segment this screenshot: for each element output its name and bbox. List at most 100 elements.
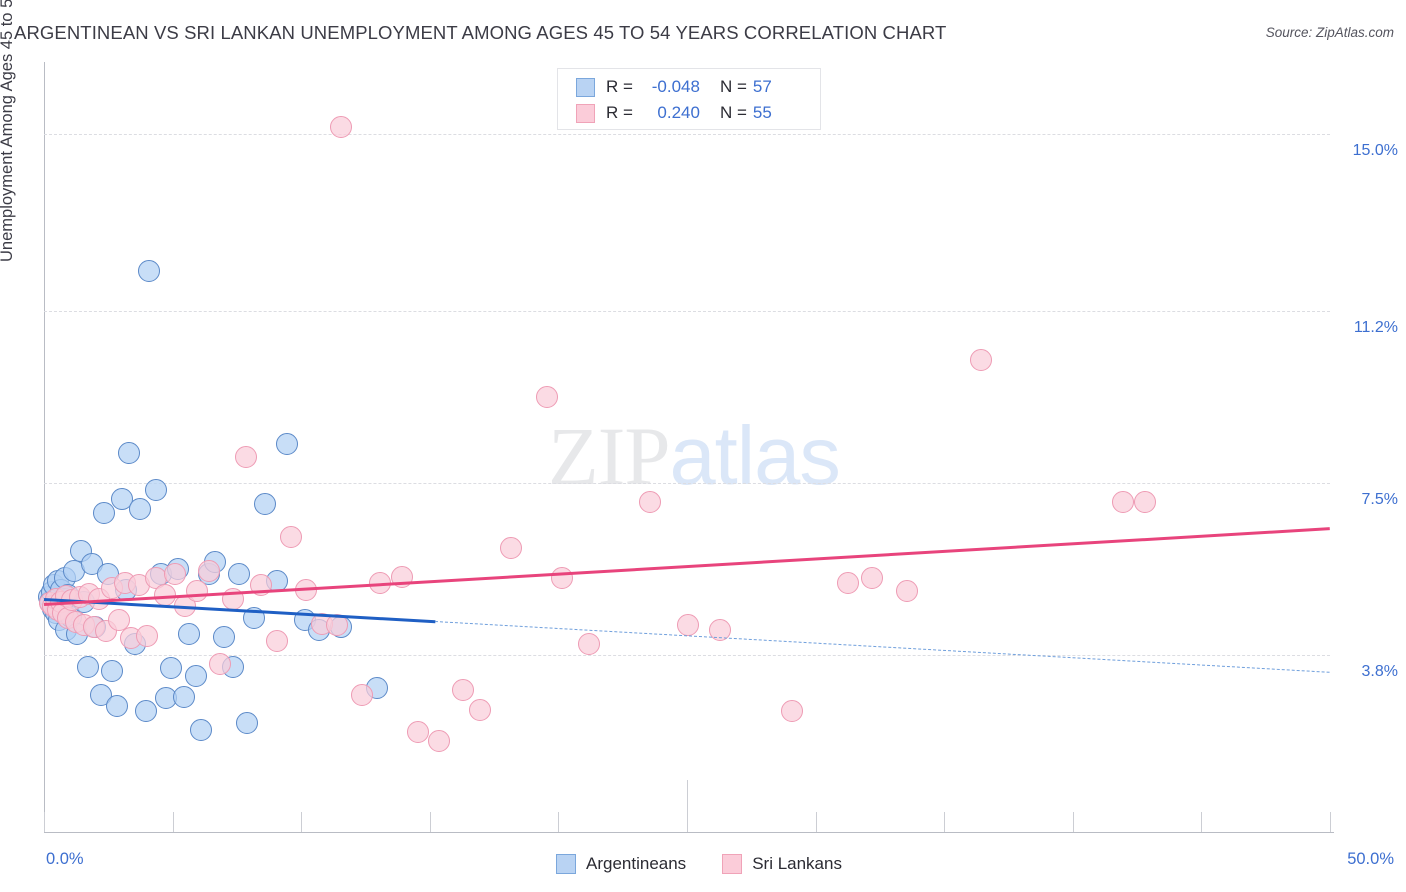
scatter-point-blue [89, 683, 112, 706]
scatter-point-pink [970, 348, 993, 371]
zipatlas-watermark: ZIPatlas [548, 408, 841, 504]
scatter-point-pink [390, 566, 413, 589]
source-label: Source: ZipAtlas.com [1265, 25, 1394, 40]
scatter-point-pink [535, 385, 558, 408]
plot-area: ZIPatlas [38, 62, 1331, 832]
scatter-point-pink [407, 720, 430, 743]
trendline-argentineans-dashed [434, 620, 1331, 673]
scatter-point-blue [242, 606, 265, 629]
correlation-stats-box: R = -0.048 N = 57 R = 0.240 N = 55 [557, 68, 821, 130]
scatter-point-blue [173, 686, 196, 709]
y-axis-tick-label: 3.8% [1361, 663, 1398, 681]
scatter-point-pink [135, 624, 158, 647]
gridline [44, 483, 1330, 485]
x-axis-tick [172, 812, 174, 832]
scatter-point-blue [213, 625, 236, 648]
scatter-point-pink [1133, 490, 1156, 513]
scatter-point-pink [836, 572, 859, 595]
x-axis-tick [815, 812, 817, 832]
scatter-point-blue [236, 711, 259, 734]
scatter-point-pink [895, 579, 918, 602]
scatter-point-blue [76, 655, 99, 678]
scatter-point-pink [186, 579, 209, 602]
scatter-point-blue [106, 695, 129, 718]
scatter-point-pink [326, 613, 349, 636]
scatter-point-blue [228, 562, 251, 585]
scatter-point-pink [234, 446, 257, 469]
scatter-point-blue [134, 700, 157, 723]
scatter-point-blue [129, 497, 152, 520]
series-legend: Argentineans Sri Lankans [556, 852, 842, 876]
scatter-point-pink [174, 595, 197, 618]
scatter-point-pink [197, 559, 220, 582]
x-axis-tick [944, 812, 946, 832]
scatter-point-pink [153, 583, 176, 606]
scatter-point-pink [250, 574, 273, 597]
scatter-point-pink [709, 618, 732, 641]
scatter-point-pink [551, 567, 574, 590]
x-axis-line [44, 832, 1334, 833]
scatter-point-pink [1111, 490, 1134, 513]
y-axis-tick-label: 11.2% [1353, 318, 1398, 336]
gridline [44, 310, 1330, 312]
scatter-point-pink [578, 632, 601, 655]
x-axis-tick [44, 812, 45, 832]
scatter-point-blue [254, 492, 277, 515]
x-axis-tick [1072, 812, 1074, 832]
scatter-point-pink [638, 490, 661, 513]
scatter-point-blue [144, 479, 167, 502]
scatter-point-blue [184, 665, 207, 688]
scatter-point-pink [265, 630, 288, 653]
scatter-point-pink [677, 613, 700, 636]
scatter-point-pink [468, 699, 491, 722]
scatter-point-pink [350, 683, 373, 706]
stats-swatch-pink-icon [576, 103, 595, 123]
scatter-point-pink [452, 679, 475, 702]
gridline [44, 655, 1330, 657]
y-axis-tick-label: 7.5% [1361, 491, 1398, 509]
scatter-point-pink [427, 730, 450, 753]
legend-swatch-argentineans-icon[interactable] [556, 854, 576, 874]
scatter-point-pink [861, 567, 884, 590]
stats-row-argentineans: R = -0.048 N = 57 [576, 74, 772, 100]
legend-label-srilankans[interactable]: Sri Lankans [752, 854, 842, 873]
stats-r-value-blue: -0.048 [651, 77, 700, 96]
scatter-point-blue [178, 623, 201, 646]
watermark-atlas: atlas [669, 409, 841, 502]
scatter-point-blue [101, 660, 124, 683]
scatter-point-pink [499, 537, 522, 560]
y-axis-tick-label: 15.0% [1352, 142, 1398, 160]
scatter-point-pink [295, 579, 318, 602]
scatter-point-pink [164, 562, 187, 585]
scatter-point-pink [209, 652, 232, 675]
x-axis-max-label: 50.0% [1347, 850, 1394, 868]
stats-n-label-blue: N = [719, 77, 747, 96]
x-axis-tick [429, 812, 431, 832]
scatter-point-pink [368, 572, 391, 595]
legend-label-argentineans[interactable]: Argentineans [586, 854, 687, 873]
scatter-point-blue [93, 502, 116, 525]
x-axis-tick [1330, 812, 1331, 832]
stats-swatch-blue-icon [576, 77, 595, 97]
legend-swatch-srilankans-icon[interactable] [722, 854, 743, 874]
stats-r-label-blue: R = [606, 77, 633, 96]
stats-r-label-pink: R = [606, 103, 633, 122]
gridline [44, 134, 1330, 136]
x-axis-tick [558, 812, 560, 832]
stats-r-value-pink: 0.240 [657, 103, 700, 122]
y-axis-line [44, 62, 45, 832]
x-axis-tick [301, 812, 303, 832]
scatter-point-blue [160, 657, 183, 680]
scatter-point-pink [222, 588, 245, 611]
stats-n-label-pink: N = [719, 103, 747, 122]
stats-row-srilankans: R = 0.240 N = 55 [576, 100, 772, 126]
scatter-point-blue [138, 260, 161, 283]
scatter-point-pink [107, 609, 130, 632]
scatter-point-pink [781, 700, 804, 723]
scatter-point-blue [117, 441, 140, 464]
scatter-point-pink [279, 525, 302, 548]
page-title: ARGENTINEAN VS SRI LANKAN UNEMPLOYMENT A… [14, 22, 947, 43]
scatter-point-pink [330, 116, 353, 139]
stats-n-value-pink: 55 [752, 103, 772, 122]
